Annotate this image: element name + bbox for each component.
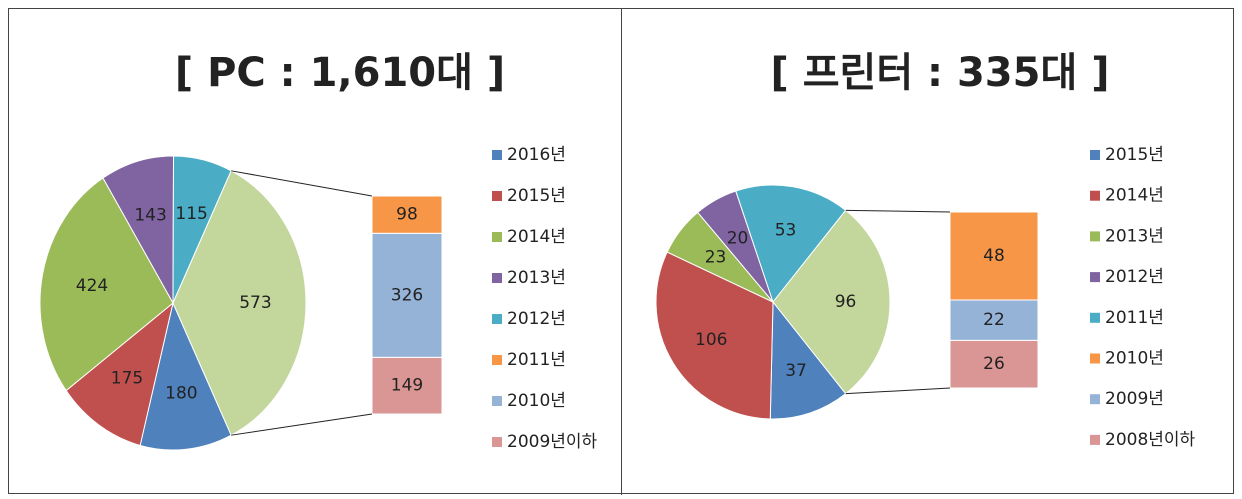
legend-swatch — [1090, 312, 1100, 323]
data-label: 106 — [695, 330, 727, 350]
legend-swatch — [1090, 272, 1100, 283]
data-label: 115 — [175, 204, 207, 224]
connector — [845, 209, 951, 213]
legend-label: 2009년이하 — [507, 432, 598, 452]
legend-label: 2009년 — [1105, 389, 1164, 409]
legend-label: 2008년이하 — [1105, 430, 1196, 450]
bar-segment — [949, 211, 1039, 301]
pie-slice — [655, 251, 774, 420]
legend-swatch — [492, 150, 502, 160]
data-label: 53 — [775, 221, 797, 241]
pie-slice — [102, 155, 175, 305]
legend-label: 2012년 — [1105, 267, 1164, 287]
data-label: 37 — [785, 361, 807, 381]
data-label: 23 — [705, 248, 727, 268]
data-label: 143 — [134, 205, 166, 225]
data-label: 98 — [396, 205, 418, 225]
connector — [845, 387, 951, 395]
legend-label: 2016년 — [507, 145, 566, 165]
legend-label: 2014년 — [507, 227, 566, 247]
pie-slice — [39, 177, 174, 392]
data-label: 180 — [165, 384, 197, 404]
data-label: 424 — [76, 276, 108, 296]
pie-slice — [65, 301, 174, 447]
connector — [231, 170, 373, 197]
pie-slice — [769, 300, 847, 420]
legend-swatch — [1090, 394, 1100, 405]
legend-swatch — [492, 273, 502, 283]
legend-swatch — [492, 191, 502, 201]
data-label: 20 — [727, 229, 749, 249]
data-label: 96 — [835, 292, 857, 312]
connector — [231, 413, 373, 436]
data-label: 26 — [983, 354, 1005, 374]
chart-title: [ 프린터 : 335대 ] — [771, 50, 1110, 96]
legend-swatch — [1090, 434, 1100, 445]
legend-label: 2015년 — [1105, 145, 1164, 165]
legend-swatch — [492, 355, 502, 365]
legend-swatch — [492, 396, 502, 406]
data-label: 48 — [983, 246, 1005, 266]
bar-segment — [371, 356, 443, 415]
legend-label: 2010년 — [507, 391, 566, 411]
data-label: 326 — [391, 285, 423, 305]
bar-segment — [949, 299, 1039, 341]
legend-swatch — [1090, 150, 1100, 160]
bar-segment — [371, 232, 443, 358]
bar-segment — [371, 195, 443, 234]
pie-slice — [172, 170, 307, 436]
pie-slice — [772, 209, 891, 395]
legend-swatch — [1090, 353, 1100, 364]
legend-swatch — [1090, 231, 1100, 242]
data-label: 175 — [111, 369, 143, 389]
legend-swatch — [492, 314, 502, 324]
legend-label: 2011년 — [1105, 308, 1164, 328]
legend-label: 2013년 — [1105, 226, 1164, 246]
legend-label: 2013년 — [507, 268, 566, 288]
legend-swatch — [1090, 190, 1100, 201]
legend-label: 2012년 — [507, 309, 566, 329]
bar-segment — [949, 339, 1039, 389]
legend-swatch — [492, 437, 502, 447]
legend-label: 2011년 — [507, 350, 566, 370]
pie-slice — [139, 301, 232, 451]
legend-label: 2014년 — [1105, 186, 1164, 206]
data-label: 22 — [983, 310, 1005, 330]
legend-label: 2010년 — [1105, 349, 1164, 369]
legend-swatch — [492, 232, 502, 242]
data-label: 149 — [391, 376, 423, 396]
legend-label: 2015년 — [507, 186, 566, 206]
data-label: 573 — [239, 293, 271, 313]
pie-slice — [735, 184, 847, 304]
chart-title: [ PC : 1,610대 ] — [175, 50, 505, 96]
